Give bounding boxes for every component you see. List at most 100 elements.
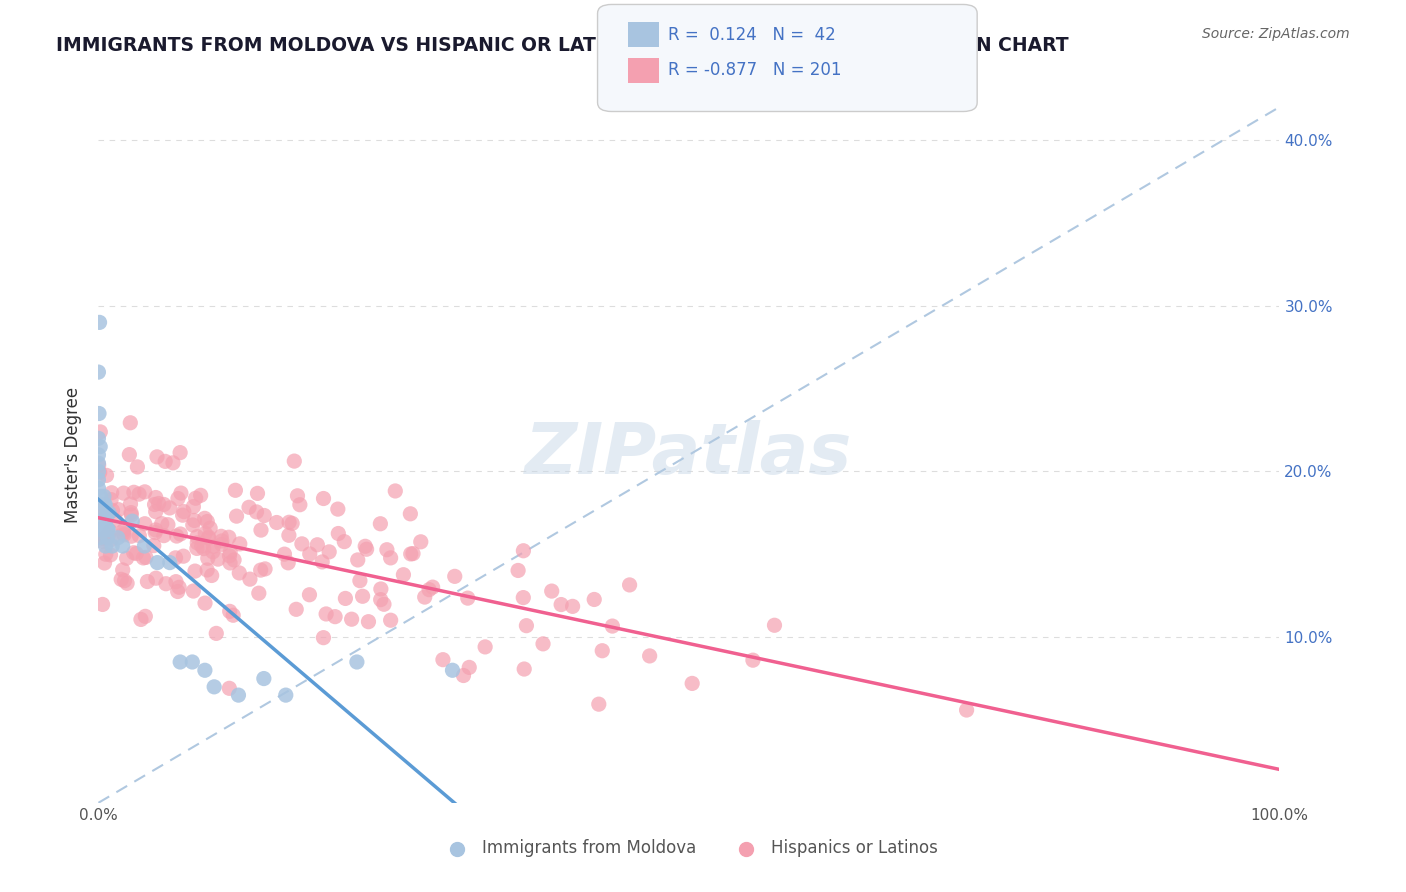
Point [254,562,277,576]
Point [173,505,195,519]
Point [100,548,122,562]
Point [506,564,529,578]
Point [148,496,170,510]
Point [402,547,425,561]
Point [335,591,357,606]
Point [107,502,129,516]
Point [87,514,110,528]
Point [218,549,240,563]
Point [94,498,117,512]
Point [392,567,415,582]
Text: Source: ZipAtlas.com: Source: ZipAtlas.com [1202,27,1350,41]
Point [224,483,246,498]
Point [531,637,554,651]
Point [225,509,247,524]
Point [87,407,110,421]
Point [170,486,193,500]
Point [89,466,111,480]
Point [101,539,124,553]
Point [169,655,191,669]
Point [122,485,145,500]
Point [619,578,641,592]
Point [512,591,534,605]
Point [278,516,301,530]
Point [228,566,250,580]
Point [145,571,167,585]
Point [375,542,398,557]
Point [118,448,141,462]
Point [638,648,661,663]
Point [150,516,173,531]
Point [550,598,572,612]
Point [228,688,250,702]
Point [129,612,152,626]
Point [323,609,346,624]
Point [250,523,273,537]
Point [100,492,122,507]
Point [515,618,537,632]
Point [134,539,156,553]
Point [211,537,233,551]
Point [288,498,311,512]
Point [169,445,191,459]
Point [120,508,142,522]
Point [165,550,187,565]
Point [328,526,350,541]
Point [742,653,765,667]
Point [307,538,329,552]
Point [399,547,422,561]
Point [298,588,321,602]
Point [315,607,337,621]
Point [583,592,606,607]
Point [96,506,118,520]
Point [287,489,309,503]
Point [291,537,314,551]
Point [409,534,432,549]
Point [115,576,138,591]
Point [218,530,240,544]
Point [89,503,111,517]
Point [112,528,135,542]
Point [186,536,208,550]
Point [202,680,225,694]
Point [155,576,177,591]
Text: R = -0.877   N = 201: R = -0.877 N = 201 [668,62,841,79]
Point [318,545,340,559]
Point [143,525,166,540]
Point [311,555,333,569]
Point [127,459,149,474]
Point [184,564,207,578]
Point [354,539,377,553]
Point [312,631,335,645]
Point [380,613,402,627]
Point [443,569,465,583]
Point [312,491,335,506]
Point [100,533,122,547]
Point [181,655,204,669]
Point [87,465,110,479]
Point [201,568,224,582]
Point [588,697,610,711]
Point [87,365,110,379]
Point [136,574,159,589]
Point [422,580,444,594]
Point [166,529,188,543]
Point [96,531,118,545]
Point [181,518,204,533]
Text: R =  0.124   N =  42: R = 0.124 N = 42 [668,26,835,44]
Point [153,528,176,542]
Legend: Immigrants from Moldova, Hispanics or Latinos: Immigrants from Moldova, Hispanics or La… [433,833,945,864]
Point [134,484,156,499]
Point [219,556,242,570]
Point [277,556,299,570]
Point [186,541,208,556]
Point [239,572,262,586]
Point [153,498,176,512]
Point [107,531,129,545]
Point [96,468,118,483]
Point [274,688,297,702]
Point [125,547,148,561]
Point [90,523,112,537]
Point [183,584,205,599]
Point [266,516,288,530]
